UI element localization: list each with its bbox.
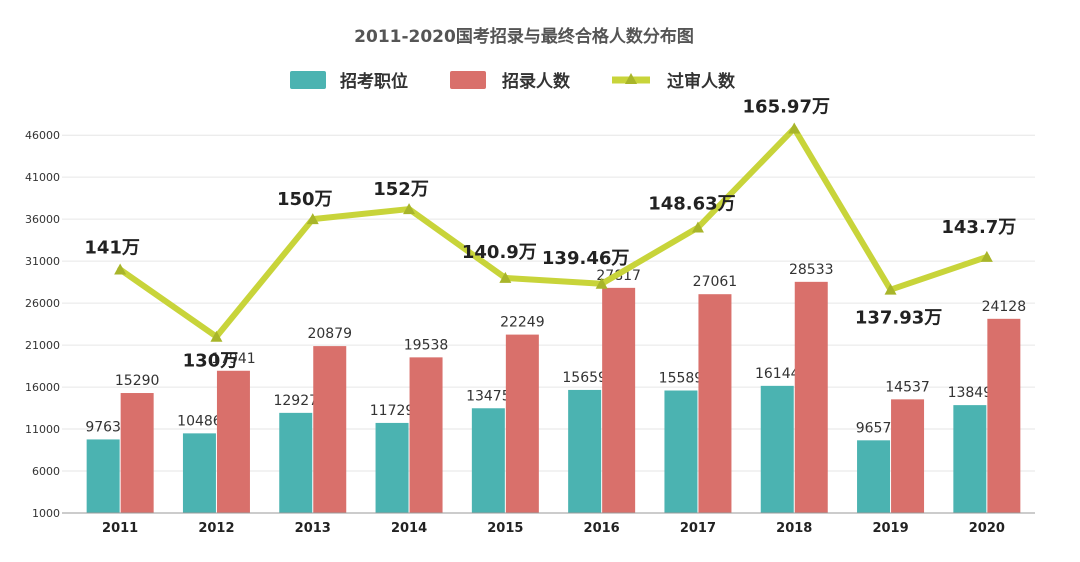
x-tick-label: 2019 [872,521,908,536]
bar-positions [471,408,505,513]
legend-label-positions: 招考职位 [340,71,408,92]
bar-recruits [987,318,1021,513]
approved-point [595,277,608,289]
bar-label-recruits: 27061 [693,274,738,290]
legend-label-approved: 过审人数 [667,71,736,92]
y-tick-label: 16000 [25,381,60,394]
approved-point [403,203,416,215]
y-tick-label: 26000 [25,297,60,310]
y-tick-label: 41000 [25,171,60,184]
x-axis: 2011 2012 2013 2014 2015 2016 2017 2018 2019 2020 [62,512,1035,536]
legend-swatch-recruits [450,71,486,89]
approved-point [884,283,897,295]
bar-recruits [313,346,347,513]
legend-swatch-positions [290,71,326,89]
bar-recruits [409,357,443,513]
bar-positions [664,390,698,513]
y-axis: 1000 6000 11000 16000 21000 26000 31000 36000 41… [25,129,60,520]
bar-recruits [891,399,925,513]
bar-recruits [794,281,828,513]
approved-label: 137.93万 [855,308,942,329]
bar-label-positions: 12927 [273,393,318,409]
approved-point [691,221,704,233]
bar-label-positions: 15589 [659,371,704,387]
x-tick-label: 2017 [680,521,716,536]
x-tick-label: 2018 [776,521,812,536]
bar-label-positions: 9763 [85,419,121,435]
bar-label-positions: 16144 [755,366,800,382]
chart-title: 2011-2020国考招录与最终合格人数分布图 [354,26,694,47]
bar-recruits [698,294,732,513]
bar-label-recruits: 28533 [789,262,834,278]
x-tick-label: 2013 [295,521,331,536]
x-tick-label: 2012 [198,521,234,536]
approved-point [499,271,512,283]
bar-label-recruits: 24128 [982,299,1027,315]
approved-label: 152万 [373,179,429,200]
bar-label-positions: 9657 [856,420,892,436]
bar-recruits [120,393,154,513]
x-tick-label: 2015 [487,521,523,536]
bar-label-positions: 15659 [562,370,607,386]
bar-label-recruits: 17941 [211,351,256,367]
bar-positions [857,440,891,513]
x-tick-label: 2016 [584,521,620,536]
approved-point [306,213,319,225]
bar-label-recruits: 14537 [885,379,930,395]
approved-label: 148.63万 [648,194,735,215]
bar-positions [953,405,987,513]
bar-positions [279,412,313,513]
bar-positions [568,389,602,513]
approved-point [210,330,223,342]
bar-label-recruits: 19538 [404,337,449,353]
bar-label-positions: 13849 [948,385,993,401]
x-tick-label: 2014 [391,521,427,536]
bar-label-recruits: 15290 [115,373,160,389]
approved-label: 141万 [84,238,140,259]
y-tick-label: 1000 [32,507,60,520]
approved-label: 140.9万 [462,242,537,263]
y-tick-label: 21000 [25,339,60,352]
bar-label-positions: 10486 [177,413,222,429]
approved-point [788,122,801,134]
approved-point [980,250,993,262]
y-tick-label: 6000 [32,465,60,478]
x-tick-label: 2020 [969,521,1005,536]
legend-swatch-approved-marker [625,73,637,84]
bar-positions [182,433,216,513]
y-tick-label: 31000 [25,255,60,268]
bar-positions [86,439,120,513]
approved-line: 141万 130万 150万 152万 140.9万 139.46万 148.63万 165.… [84,96,1016,371]
approved-line-path [117,125,990,340]
y-tick-label: 46000 [25,129,60,142]
y-tick-label: 11000 [25,423,60,436]
bar-label-recruits: 20879 [307,326,352,342]
legend: 招考职位 招录人数 过审人数 [290,71,736,92]
bar-recruits [216,370,250,513]
bar-label-positions: 13475 [466,388,511,404]
approved-label: 143.7万 [941,217,1016,238]
approved-label: 150万 [277,189,333,210]
legend-label-recruits: 招录人数 [502,71,571,92]
bar-recruits [505,334,539,513]
bar-positions [375,422,409,513]
approved-label: 165.97万 [743,96,830,117]
bar-label-recruits: 22249 [500,315,545,331]
bar-recruits [602,287,636,513]
bar-positions [760,385,794,513]
bars: 9763 15290 10486 17941 12927 20879 11729 19538 1… [85,262,1026,513]
bar-label-positions: 11729 [370,403,415,419]
approved-point [114,263,127,275]
x-tick-label: 2011 [102,521,138,536]
approved-label: 139.46万 [542,248,629,269]
y-tick-label: 36000 [25,213,60,226]
approved-label: 130万 [183,351,239,372]
